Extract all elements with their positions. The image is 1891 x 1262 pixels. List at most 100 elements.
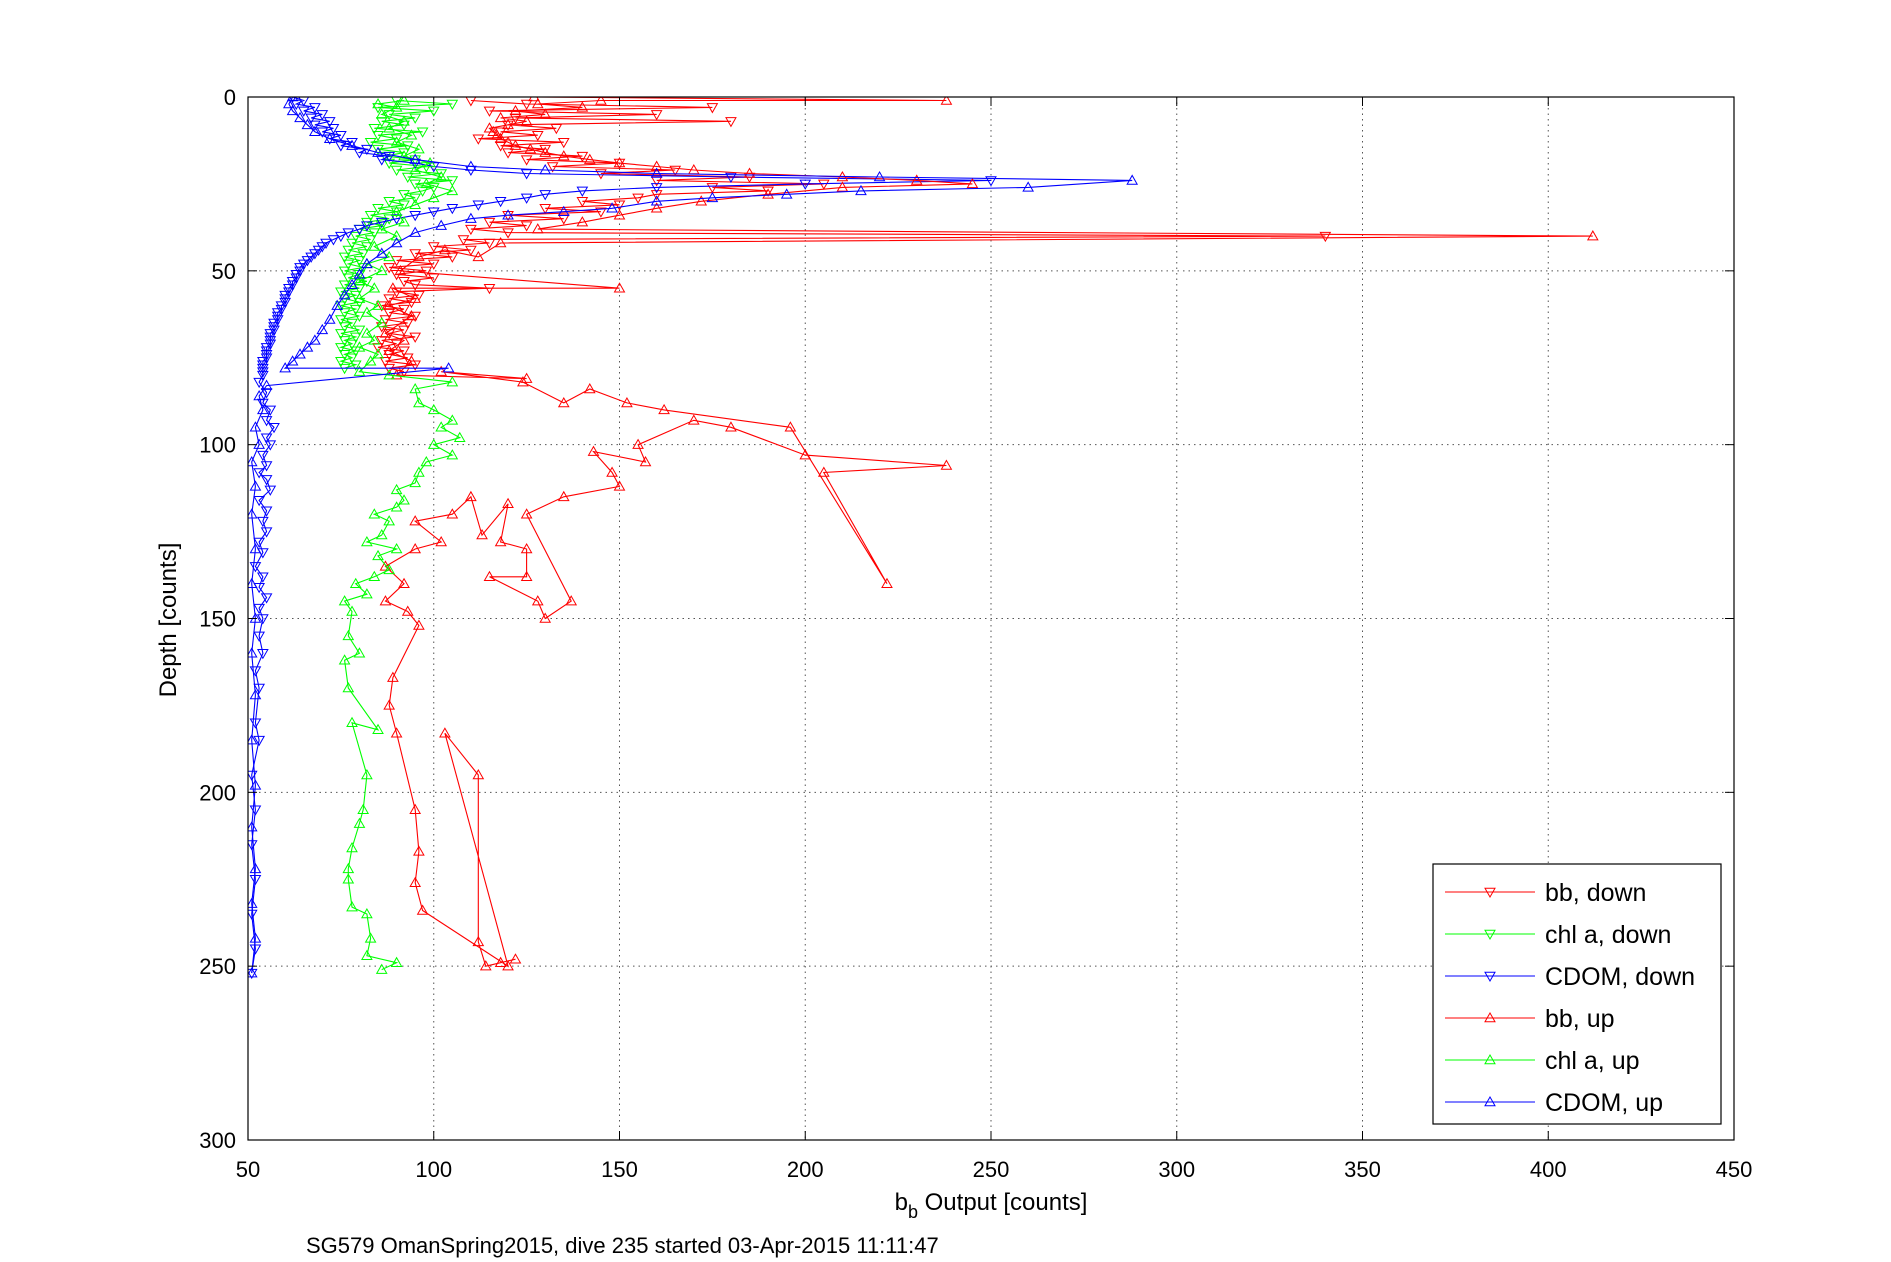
data-point-cdom-down [520,169,533,180]
data-point-cdom-down [253,377,266,389]
data-point-bb-up [587,445,600,456]
data-point-chl-a-up [390,230,403,241]
data-point-chl-a-up [409,198,422,210]
data-point-bb-up [491,129,503,140]
data-point-bb-up [502,118,514,130]
data-point-bb-up [531,97,544,109]
data-point-cdom-up [323,313,336,324]
y-tick-label: 300 [199,1128,236,1153]
data-point-bb-up [494,956,507,967]
data-point-chl-a-up [353,275,366,286]
data-point-bb-up [439,243,451,255]
data-point-chl-a-down [353,270,366,281]
data-point-cdom-down [353,224,366,236]
data-point-chl-a-down [346,238,358,250]
legend-marker-chl-a-down [1484,929,1496,941]
data-point-bb-up [520,115,533,126]
data-point-cdom-down [264,329,277,340]
data-point-cdom-down [256,649,269,660]
data-point-chl-a-down [401,172,414,183]
data-point-cdom-down [286,277,299,288]
data-point-cdom-up [248,577,258,588]
data-point-cdom-up [249,612,262,623]
data-point-cdom-up [465,212,477,223]
series-layer [248,97,1599,980]
data-point-bb-down [398,325,410,336]
data-point-cdom-up [294,111,306,123]
data-point-cdom-down [297,106,310,117]
data-point-cdom-down [375,155,388,166]
legend-marker-chl-a-up [1484,1053,1496,1065]
data-point-bb-up [387,282,399,293]
data-point-chl-a-down [335,356,347,368]
data-point-bb-down [427,273,440,284]
data-point-chl-a-down [349,304,362,316]
data-point-bb-down [502,148,514,159]
data-point-bb-up [565,595,578,606]
data-point-bb-up [413,250,425,262]
data-point-chl-a-up [338,654,351,665]
data-point-chl-a-down [342,259,355,270]
x-axis-label: bb Output [counts] [895,1189,1088,1222]
data-point-bb-down [817,179,830,190]
y-axis-label: Depth [counts] [155,543,182,698]
data-point-bb-up [494,536,507,547]
data-point-bb-down [398,346,410,357]
data-point-chl-a-up [383,515,396,526]
data-point-bb-up [520,542,533,554]
data-point-cdom-up [361,257,373,269]
data-point-chl-a-down [368,124,381,135]
data-point-chl-a-down [409,179,422,190]
data-point-chl-a-up [368,240,381,251]
data-point-chl-a-down [364,137,377,149]
data-point-chl-a-up [446,376,459,387]
data-point-chl-a-up [368,508,381,519]
data-point-chl-a-up [346,716,358,728]
data-point-bb-up [817,466,830,477]
data-point-chl-a-up [349,577,362,588]
data-point-bb-up [910,174,923,185]
data-point-bb-up [940,459,953,470]
data-point-bb-up [446,508,459,519]
legend-marker-cdom-down [1484,971,1496,983]
data-point-bb-up [465,490,477,502]
data-point-bb-up [383,344,396,356]
data-point-bb-up [595,97,607,105]
data-point-bb-down [472,134,485,145]
legend-box [1432,863,1722,1125]
data-point-bb-up [398,334,410,345]
data-point-bb-down [725,117,737,128]
data-point-cdom-up [1126,174,1139,185]
data-point-chl-a-down [390,207,403,218]
data-point-chl-a-up [398,97,410,105]
data-point-bb-down [398,277,410,288]
data-point-chl-a-down [335,329,347,340]
data-point-bb-down [483,283,496,295]
data-point-chl-a-down [398,148,410,159]
data-point-bb-down [576,151,589,163]
data-point-chl-a-down [375,117,388,128]
data-point-bb-down [375,336,388,347]
data-point-bb-down [632,193,644,204]
data-point-cdom-down [290,99,303,110]
data-point-bb-up [881,577,893,588]
data-point-cdom-down [271,315,284,326]
data-point-chl-a-up [353,365,366,376]
data-point-cdom-down [279,297,292,309]
legend-label-bb-up: bb, up [1545,1005,1615,1033]
data-point-bb-up [390,727,403,738]
data-point-bb-down [669,165,682,177]
data-point-cdom-down [253,735,266,747]
data-point-chl-a-up [398,115,410,126]
data-point-cdom-up [353,268,366,279]
data-point-chl-a-up [420,456,433,467]
data-point-chl-a-up [368,282,381,293]
data-point-bb-down [539,204,552,215]
data-point-chl-a-up [390,101,403,112]
data-point-cdom-down [375,217,388,229]
data-point-chl-a-up [346,841,358,853]
data-point-bb-up [401,605,414,616]
data-point-cdom-up [249,862,262,874]
data-point-chl-a-down [335,301,347,312]
data-point-bb-up [650,160,663,171]
